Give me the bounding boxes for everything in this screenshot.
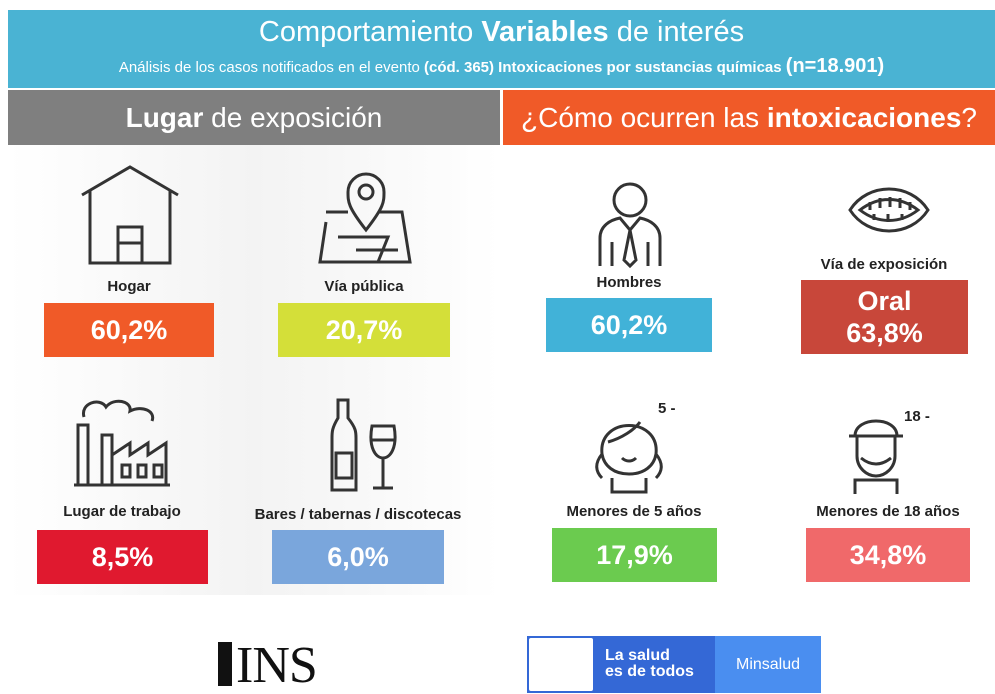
bottle-icon (330, 398, 397, 492)
value: 8,5% (91, 542, 154, 572)
item-label: Vía de exposición (820, 256, 948, 273)
value-box: 60,2% (546, 298, 712, 352)
value-box: 34,8% (806, 528, 970, 582)
value: 60,2% (90, 315, 168, 345)
t: de exposición (203, 102, 383, 133)
value: 20,7% (325, 315, 403, 345)
right-title: ¿Cómo ocurren las intoxicaciones? (503, 90, 995, 145)
t: Lugar (125, 102, 204, 133)
value: 6,0% (327, 542, 389, 572)
value: Oral (857, 286, 912, 316)
item-label: Vía pública (324, 278, 404, 295)
age-badge: 5 - (658, 400, 676, 417)
item-label: Bares / tabernas / discotecas (254, 506, 462, 523)
value: 60,2% (590, 310, 668, 340)
header: Comportamiento Variables de interés Anál… (8, 10, 995, 88)
t: INS (236, 637, 318, 694)
value: 17,9% (596, 540, 673, 570)
item-label: Hogar (107, 278, 151, 295)
t: (n=18.901) (785, 55, 885, 77)
left-title: Lugar de exposición (8, 90, 500, 145)
item-label: Menores de 18 años (816, 503, 960, 520)
item-label: Lugar de trabajo (63, 503, 181, 520)
crest (529, 638, 593, 691)
value-box: Oral 63,8% (801, 280, 968, 354)
ins-logo: INS (218, 637, 318, 694)
child-icon (595, 421, 663, 494)
t: Variables (481, 16, 609, 48)
mouth-icon (848, 187, 930, 233)
value-box: 20,7% (278, 303, 450, 357)
subtitle: Análisis de los casos notificados en el … (8, 55, 995, 78)
t: es de todos (605, 663, 694, 680)
value-box: 60,2% (44, 303, 214, 357)
value-box: 6,0% (272, 530, 444, 584)
house-icon (81, 165, 179, 265)
age-badge: 18 - (904, 408, 930, 425)
ministry: Minsalud (715, 636, 821, 693)
item-label: Menores de 5 años (566, 503, 702, 520)
minsalud-logo: La salud es de todos Minsalud (527, 636, 821, 693)
t: Comportamiento (258, 16, 482, 48)
value-box: 17,9% (552, 528, 717, 582)
title: Comportamiento Variables de interés (8, 16, 995, 49)
slogan: La salud es de todos (595, 636, 715, 693)
ins-mark (218, 642, 232, 686)
factory-icon (74, 399, 170, 487)
map-icon (318, 172, 412, 264)
detail: 63,8% (846, 318, 923, 348)
t: La salud (605, 647, 670, 664)
item-label: Hombres (596, 274, 662, 291)
man-icon (598, 182, 662, 269)
value-box: 8,5% (37, 530, 208, 584)
t: (cód. 365) Intoxicaciones por sustancias… (424, 59, 786, 76)
t: ¿Cómo ocurren las (521, 102, 767, 133)
teen-icon (849, 419, 903, 494)
t: ? (961, 102, 977, 133)
t: intoxicaciones (766, 102, 962, 133)
value: 34,8% (849, 540, 927, 570)
t: Análisis de los casos notificados en el … (118, 59, 424, 76)
t: de interés (608, 16, 745, 48)
